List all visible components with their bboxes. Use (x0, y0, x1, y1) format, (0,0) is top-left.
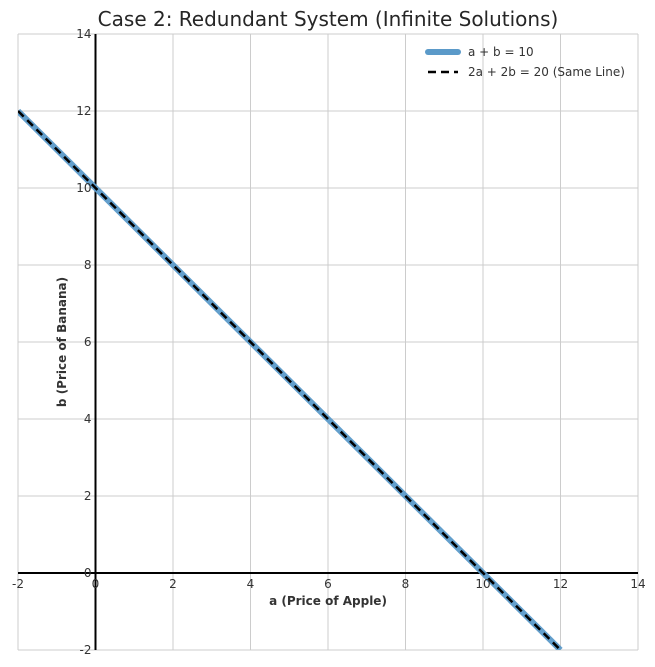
axes (18, 34, 638, 650)
x-tick-label: 8 (402, 577, 410, 591)
x-tick-label: 4 (247, 577, 255, 591)
series-line-2 (18, 110, 562, 650)
x-tick-label: 14 (630, 577, 645, 591)
y-tick-label: 12 (76, 104, 91, 118)
x-axis-title: a (Price of Apple) (269, 594, 387, 608)
y-axis-title: b (Price of Banana) (55, 277, 69, 407)
tick-labels: -2 0 2 4 6 8 10 12 14 -2 0 2 4 6 8 10 12 14 (12, 27, 646, 657)
y-tick-label: -2 (80, 643, 92, 657)
legend-label-1: a + b = 10 (468, 45, 534, 59)
x-tick-label: -2 (12, 577, 24, 591)
y-tick-label: 8 (84, 258, 92, 272)
x-tick-label: 10 (475, 577, 490, 591)
y-tick-label: 0 (84, 566, 92, 580)
grid (17, 33, 639, 651)
chart-title: Case 2: Redundant System (Infinite Solut… (98, 7, 559, 31)
x-tick-label: 12 (553, 577, 568, 591)
x-tick-label: 2 (169, 577, 177, 591)
legend: a + b = 10 2a + 2b = 20 (Same Line) (425, 45, 625, 79)
y-tick-label: 2 (84, 489, 92, 503)
x-tick-label: 6 (324, 577, 332, 591)
y-tick-label: 10 (76, 181, 91, 195)
y-tick-label: 4 (84, 412, 92, 426)
legend-label-2: 2a + 2b = 20 (Same Line) (468, 65, 625, 79)
series-layer (18, 108, 563, 650)
y-tick-label: 14 (76, 27, 91, 41)
y-tick-label: 6 (84, 335, 92, 349)
x-tick-label: 0 (92, 577, 100, 591)
